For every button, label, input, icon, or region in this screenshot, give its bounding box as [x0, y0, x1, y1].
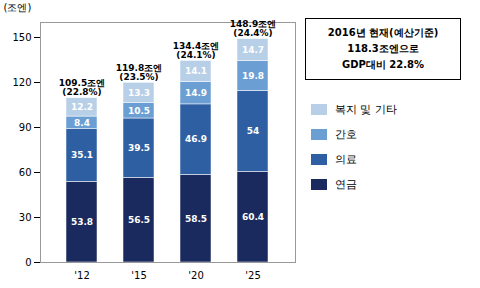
html-text:의료: 의료 [335, 153, 357, 166]
svg-text:12.2: 12.2 [71, 102, 93, 112]
svg-text:'20: '20 [188, 270, 203, 281]
svg-text:60: 60 [19, 167, 32, 178]
svg-text:148.9조엔(24.4%): 148.9조엔(24.4%) [230, 19, 276, 38]
svg-text:'15: '15 [131, 270, 146, 281]
html-text:GDP대비 22.8%: GDP대비 22.8% [342, 59, 424, 70]
svg-text:0: 0 [25, 257, 31, 268]
svg-text:14.9: 14.9 [185, 88, 207, 98]
svg-text:58.5: 58.5 [185, 214, 207, 224]
svg-text:60.4: 60.4 [242, 212, 264, 222]
svg-text:13.3: 13.3 [128, 88, 150, 98]
svg-text:53.8: 53.8 [71, 217, 93, 227]
svg-text:134.4조엔(24.1%): 134.4조엔(24.1%) [173, 41, 219, 60]
svg-text:30: 30 [19, 212, 32, 223]
html-text:복지 및 기타: 복지 및 기타 [335, 103, 397, 116]
svg-text:109.5조엔(22.8%): 109.5조엔(22.8%) [59, 78, 105, 97]
svg-text:54: 54 [247, 126, 260, 136]
svg-text:14.1: 14.1 [185, 66, 207, 76]
svg-text:10.5: 10.5 [128, 106, 150, 116]
html-text:간호: 간호 [335, 128, 357, 141]
html-text:2016년 현재(예산기준): 2016년 현재(예산기준) [327, 27, 439, 38]
svg-text:150: 150 [12, 32, 31, 43]
svg-text:8.4: 8.4 [74, 118, 90, 128]
svg-text:90: 90 [19, 122, 32, 133]
svg-text:'12: '12 [74, 270, 89, 281]
html-text:118.3조엔으로: 118.3조엔으로 [347, 43, 419, 54]
svg-text:19.8: 19.8 [242, 71, 264, 81]
svg-text:'25: '25 [245, 270, 260, 281]
svg-text:14.7: 14.7 [242, 45, 264, 55]
svg-text:39.5: 39.5 [128, 143, 150, 153]
html-text:연금: 연금 [335, 178, 357, 191]
svg-text:56.5: 56.5 [128, 215, 150, 225]
svg-text:35.1: 35.1 [71, 150, 93, 160]
svg-text:(조엔): (조엔) [4, 2, 32, 13]
svg-text:120: 120 [12, 77, 31, 88]
svg-text:46.9: 46.9 [185, 134, 207, 144]
svg-text:119.8조엔(23.5%): 119.8조엔(23.5%) [116, 63, 162, 82]
